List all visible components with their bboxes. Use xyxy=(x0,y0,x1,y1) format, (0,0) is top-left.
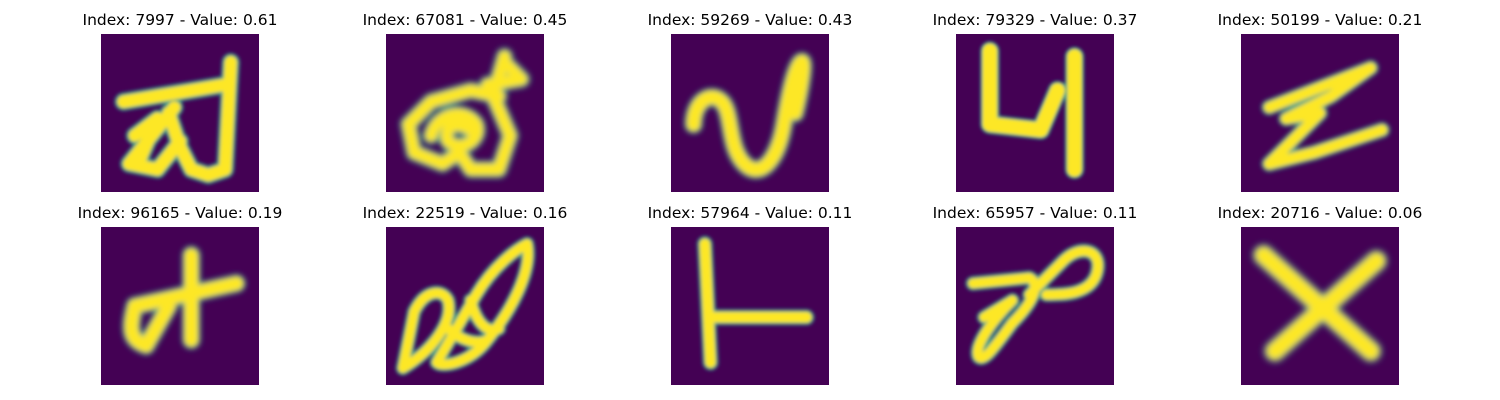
stroke-glyph-e xyxy=(1261,59,1390,172)
stroke-glyph-c xyxy=(683,52,813,180)
panel-title: Index: 7997 - Value: 0.61 xyxy=(82,11,278,29)
image-panel-6: Index: 96165 - Value: 0.19 xyxy=(30,203,330,393)
image-panel-7: Index: 22519 - Value: 0.16 xyxy=(315,203,615,393)
image-panel-2: Index: 67081 - Value: 0.45 xyxy=(315,10,615,200)
character-image xyxy=(101,34,259,192)
panel-title: Index: 22519 - Value: 0.16 xyxy=(362,204,568,222)
image-background xyxy=(956,34,1114,192)
stroke-glyph-d xyxy=(980,41,1085,180)
character-image xyxy=(386,227,544,385)
image-panel-9: Index: 65957 - Value: 0.11 xyxy=(885,203,1185,393)
stroke-glyph-g xyxy=(395,236,536,376)
character-image xyxy=(671,34,829,192)
panel-title: Index: 57964 - Value: 0.11 xyxy=(647,204,853,222)
panel-title: Index: 20716 - Value: 0.06 xyxy=(1217,204,1423,222)
stroke-glyph-a xyxy=(114,53,240,185)
panel-title: Index: 50199 - Value: 0.21 xyxy=(1217,11,1423,29)
panel-title: Index: 96165 - Value: 0.19 xyxy=(77,204,283,222)
stroke-glyph-j xyxy=(1252,243,1388,363)
character-image xyxy=(1241,227,1399,385)
image-panel-5: Index: 50199 - Value: 0.21 xyxy=(1170,10,1470,200)
image-background xyxy=(671,227,829,385)
panel-title: Index: 59269 - Value: 0.43 xyxy=(647,11,853,29)
image-panel-1: Index: 7997 - Value: 0.61 xyxy=(30,10,330,200)
stroke-glyph-b xyxy=(399,47,531,179)
image-panel-10: Index: 20716 - Value: 0.06 xyxy=(1170,203,1470,393)
panel-title: Index: 65957 - Value: 0.11 xyxy=(932,204,1138,222)
stroke-glyph-f xyxy=(121,245,247,356)
character-image xyxy=(956,227,1114,385)
image-background xyxy=(101,227,259,385)
image-panel-3: Index: 59269 - Value: 0.43 xyxy=(600,10,900,200)
panel-title: Index: 79329 - Value: 0.37 xyxy=(932,11,1138,29)
character-image xyxy=(956,34,1114,192)
character-image xyxy=(671,227,829,385)
image-panel-4: Index: 79329 - Value: 0.37 xyxy=(885,10,1185,200)
character-image xyxy=(101,227,259,385)
panel-title: Index: 67081 - Value: 0.45 xyxy=(362,11,568,29)
stroke-glyph-i xyxy=(965,243,1106,366)
stroke-glyph-h xyxy=(696,236,815,371)
character-image xyxy=(386,34,544,192)
image-panel-8: Index: 57964 - Value: 0.11 xyxy=(600,203,900,393)
character-image xyxy=(1241,34,1399,192)
